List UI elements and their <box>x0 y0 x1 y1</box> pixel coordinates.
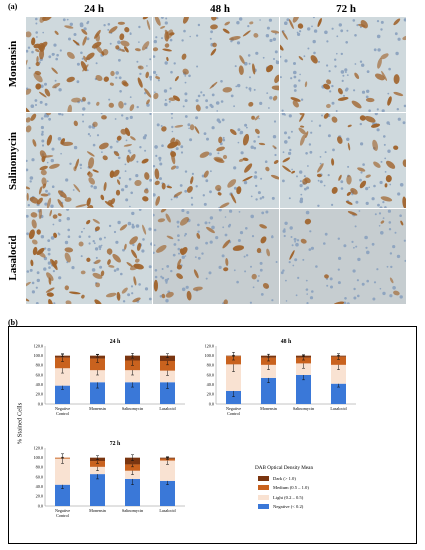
bar-2-3-1 <box>160 460 175 481</box>
legend-label: Medium (0.5 – 1.0) <box>273 485 309 491</box>
legend-swatch <box>258 475 269 481</box>
legend-swatch <box>258 494 269 500</box>
legend-item: Light (0.2 – 0.5) <box>258 493 407 501</box>
bar-0-3-0 <box>160 382 175 404</box>
micrograph-lasalocid-24h <box>25 208 153 305</box>
micrograph-lasalocid-48h <box>152 208 280 305</box>
x-tick-label-1-3: Lasalocid <box>330 406 347 411</box>
legend-swatch <box>258 485 269 491</box>
bar-1-1-0 <box>261 377 276 404</box>
column-header-48h: 48 h <box>210 3 230 15</box>
y-tick-label-2-1: 20.0 <box>36 494 43 499</box>
y-tick-label-1-3: 60.0 <box>207 372 214 377</box>
legend-item: Dark (> 1.0) <box>258 474 407 482</box>
bar-1-0-1 <box>226 364 241 391</box>
bar-2-3-0 <box>160 480 175 506</box>
chart-frame <box>8 326 417 544</box>
bar-0-1-1 <box>90 370 105 383</box>
bar-1-3-0 <box>331 383 346 404</box>
x-tick-label-0-0: Negative Control <box>55 406 70 416</box>
chart-title-1: 48 h <box>281 339 292 345</box>
y-tick-label-0-0: 0.0 <box>38 401 43 406</box>
x-tick-label-0-1: Monensin <box>89 406 107 411</box>
x-tick-label-0-2: Salinomycin <box>122 406 144 411</box>
y-tick-label-2-5: 100.0 <box>34 455 43 460</box>
bar-0-3-2 <box>160 360 175 371</box>
bar-0-1-2 <box>90 358 105 371</box>
bar-1-1-1 <box>261 364 276 378</box>
micrograph-salinomycin-48h <box>152 112 280 209</box>
bar-0-1-0 <box>90 382 105 404</box>
legend: DAB Optical Density Mean Dark (> 1.0) Med… <box>247 465 407 512</box>
bar-0-0-0 <box>55 385 70 404</box>
bar-1-2-2 <box>296 357 311 364</box>
chart-title-0: 24 h <box>110 339 121 345</box>
y-tick-label-2-6: 120.0 <box>34 445 43 450</box>
chart-title-2: 72 h <box>110 441 121 447</box>
bar-2-2-0 <box>125 478 140 506</box>
bar-2-0-1 <box>55 458 70 485</box>
bar-0-0-2 <box>55 357 70 369</box>
y-tick-label-1-2: 40.0 <box>207 382 214 387</box>
micrograph-monensin-24h <box>25 16 153 113</box>
bar-1-3-1 <box>331 364 346 384</box>
bar-0-3-1 <box>160 370 175 383</box>
y-tick-label-1-0: 0.0 <box>209 401 214 406</box>
legend-title: DAB Optical Density Mean <box>255 465 314 471</box>
bar-0-2-1 <box>125 370 140 383</box>
bar-1-3-2 <box>331 356 346 365</box>
x-tick-label-1-2: Salinomycin <box>293 406 315 411</box>
y-tick-label-0-2: 40.0 <box>36 382 43 387</box>
x-tick-label-2-3: Lasalocid <box>159 508 176 513</box>
legend-label: Negative (< 0.2) <box>273 504 304 510</box>
bar-2-1-0 <box>90 474 105 506</box>
bar-1-0-0 <box>226 390 241 404</box>
micrograph-monensin-72h <box>279 16 407 113</box>
bar-1-2-1 <box>296 363 311 375</box>
bar-0-0-1 <box>55 368 70 386</box>
y-tick-label-1-1: 20.0 <box>207 392 214 397</box>
bar-2-2-2 <box>125 464 140 471</box>
y-tick-label-2-0: 0.0 <box>38 503 43 508</box>
bar-1-2-0 <box>296 375 311 404</box>
column-header-72h: 72 h <box>336 3 356 15</box>
x-tick-label-1-0: Negative Control <box>226 406 241 416</box>
y-tick-label-2-3: 60.0 <box>36 474 43 479</box>
y-tick-label-1-6: 120.0 <box>205 343 214 348</box>
y-tick-label-0-1: 20.0 <box>36 392 43 397</box>
micrograph-monensin-48h <box>152 16 280 113</box>
bar-0-2-0 <box>125 382 140 404</box>
column-header-24h: 24 h <box>84 3 104 15</box>
y-tick-label-1-4: 80.0 <box>207 363 214 368</box>
panel-b-label: (b) <box>8 318 18 327</box>
x-tick-label-0-3: Lasalocid <box>159 406 176 411</box>
bar-2-2-3 <box>125 457 140 465</box>
y-tick-label-0-6: 120.0 <box>34 343 43 348</box>
legend-label: Dark (> 1.0) <box>273 475 296 481</box>
x-tick-label-2-0: Negative Control <box>55 508 70 518</box>
legend-swatch <box>258 504 269 510</box>
legend-item: Negative (< 0.2) <box>258 503 407 511</box>
legend-item: Medium (0.5 – 1.0) <box>258 484 407 492</box>
bar-0-3-3 <box>160 355 175 361</box>
x-tick-label-2-2: Salinomycin <box>122 508 144 513</box>
y-tick-label-0-3: 60.0 <box>36 372 43 377</box>
y-tick-label-2-2: 40.0 <box>36 484 43 489</box>
y-tick-label-0-4: 80.0 <box>36 363 43 368</box>
x-tick-label-1-1: Monensin <box>260 406 278 411</box>
panel-a-label: (a) <box>8 2 18 11</box>
y-tick-label-2-4: 80.0 <box>36 465 43 470</box>
y-tick-label-1-5: 100.0 <box>205 353 214 358</box>
legend-label: Light (0.2 – 0.5) <box>273 494 304 500</box>
bar-2-1-2 <box>90 461 105 467</box>
x-tick-label-2-1: Monensin <box>89 508 107 513</box>
bar-2-0-0 <box>55 484 70 506</box>
y-tick-label-0-5: 100.0 <box>34 353 43 358</box>
micrograph-lasalocid-72h <box>279 208 407 305</box>
